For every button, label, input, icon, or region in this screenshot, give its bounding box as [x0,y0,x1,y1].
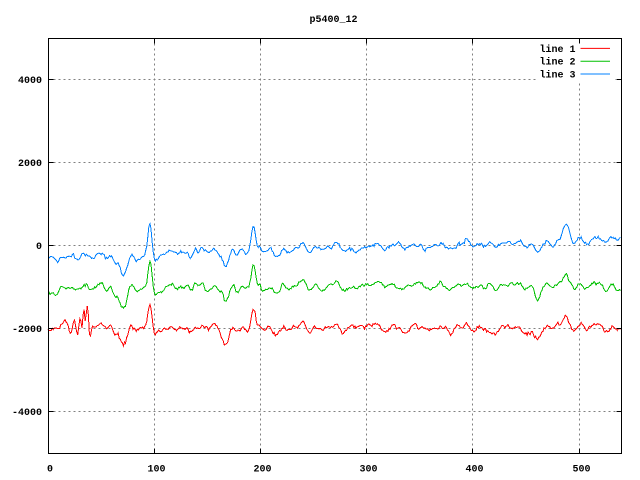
svg-text:line 2: line 2 [539,57,575,69]
svg-text:300: 300 [359,465,377,476]
svg-text:0: 0 [47,465,53,476]
svg-text:line 1: line 1 [539,44,575,56]
svg-text:200: 200 [253,465,271,476]
svg-text:2000: 2000 [18,159,42,170]
svg-text:-2000: -2000 [12,325,42,336]
svg-text:0: 0 [36,242,42,253]
svg-text:-4000: -4000 [12,408,42,419]
svg-text:line 3: line 3 [539,70,575,82]
svg-text:100: 100 [147,465,165,476]
svg-text:p5400_12: p5400_12 [309,15,357,26]
svg-text:400: 400 [465,465,483,476]
svg-text:4000: 4000 [18,76,42,87]
svg-text:500: 500 [572,465,590,476]
